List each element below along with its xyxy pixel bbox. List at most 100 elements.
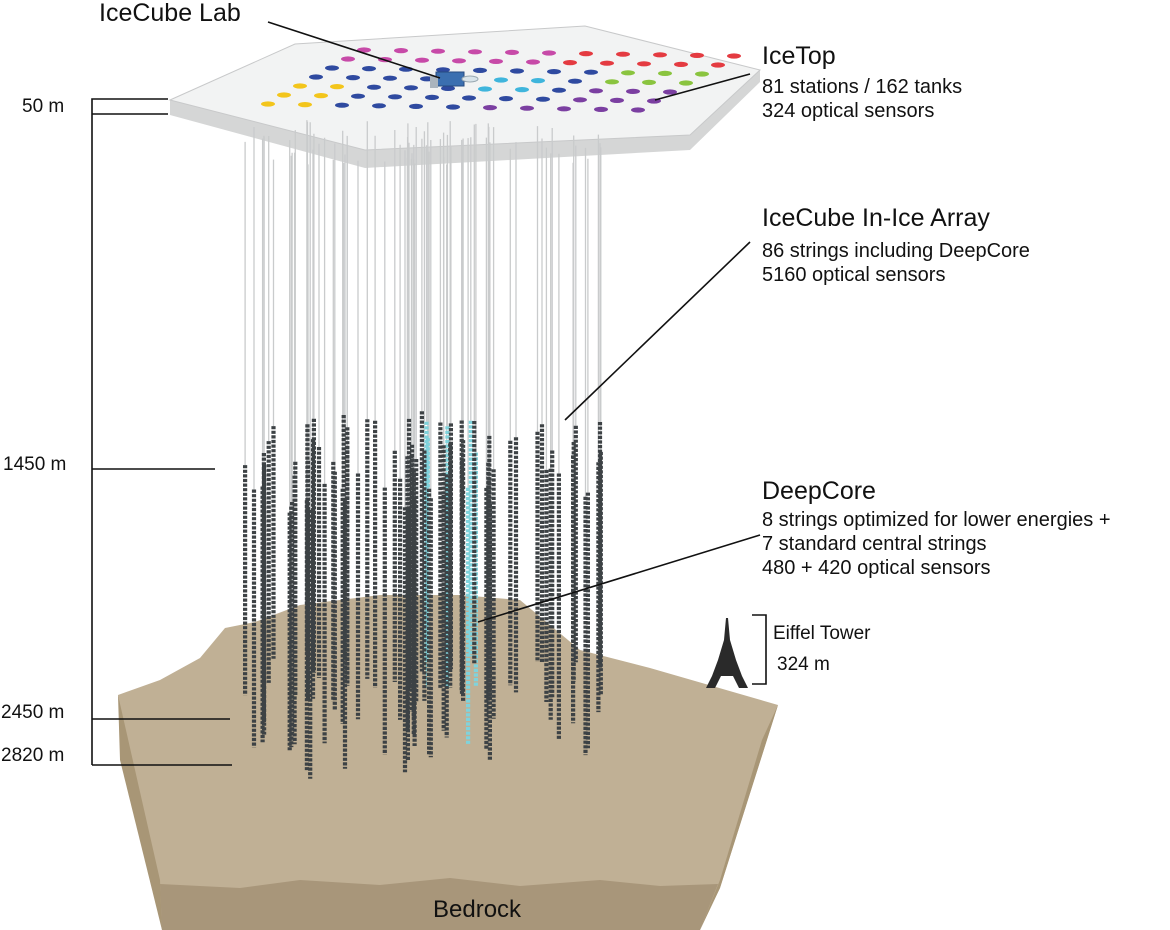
icetop-station [388,94,402,100]
icetop-station [462,95,476,101]
deepcore-line3: 480 + 420 optical sensors [762,557,991,579]
icetop-station [394,48,408,54]
icetop-station [330,84,344,90]
icetop-station [372,103,386,109]
bedrock-label: Bedrock [433,896,522,923]
optical-sensor-strings [243,411,603,779]
icetop-station [520,105,534,111]
icetop-station [351,93,365,99]
icetop-station [573,97,587,103]
icetop-station [547,69,561,75]
icetop-station [341,56,355,62]
icetop-station [637,61,651,67]
icetop-station [658,70,672,76]
icetop-station [431,48,445,54]
icetop-station [478,86,492,92]
icetop-station [552,87,566,93]
icetop-station [663,89,677,95]
icetop-station [727,53,741,59]
depth-scale [91,98,232,766]
icetop-station [489,58,503,64]
icetop-station [452,58,466,64]
surface-plate-side [170,70,760,168]
icetop-station [362,66,376,72]
eiffel-height: 324 m [777,654,830,675]
icetop-line1: 81 stations / 162 tanks [762,76,963,98]
icetop-station [436,67,450,73]
icetop-station [510,68,524,74]
bedrock-front-face [118,595,778,930]
icetop-station [568,78,582,84]
icetop-station [383,75,397,81]
icetop-station [425,94,439,100]
icetop-station [441,85,455,91]
icetop-station [557,106,571,112]
icetop-station [293,83,307,89]
icetop-station [346,75,360,81]
icetop-station [505,49,519,56]
deepcore-line1: 8 strings optimized for lower energies + [762,509,1111,531]
icetop-station [483,105,497,111]
icetop-station [531,78,545,84]
icecube-lab-building [430,71,479,88]
bedrock-bottom-band [160,878,718,930]
bedrock-right-face [700,705,778,930]
icetop-station [277,92,291,98]
icetop-station [473,67,487,73]
deepcore-title: DeepCore [762,477,876,505]
bedrock-block [118,595,778,930]
icetop-station [325,65,339,71]
string-cables [244,120,602,513]
leader-lines [267,21,767,685]
icetop-station [679,80,693,86]
icetop-station [499,96,513,102]
icetop-station [605,79,619,85]
eiffel-tower-icon [706,618,748,688]
bedrock-left-face [118,695,162,930]
icetop-station [309,74,323,80]
depth-label-50: 50 m [22,96,65,117]
icetop-station [298,102,312,108]
inice-title: IceCube In-Ice Array [762,204,990,232]
icetop-station [589,88,603,94]
deepcore-line2: 7 standard central strings [762,533,987,555]
icetop-station [579,51,593,57]
icetop-station [610,97,624,103]
eiffel-label: Eiffel Tower [773,623,871,644]
inice-line1: 86 strings including DeepCore [762,240,1030,262]
icetop-station [409,103,423,109]
icetop-station [415,57,429,63]
icetop-station [594,106,608,112]
icetop-station [404,85,418,91]
inice-line2: 5160 optical sensors [762,264,946,286]
depth-label-2820: 2820 m [1,745,65,766]
icetop-station [314,93,328,99]
icetop-title: IceTop [762,42,836,70]
icetop-station [690,52,704,59]
icetop-station [600,60,614,66]
icetop-station [446,104,460,110]
icetop-station [542,50,556,56]
icetop-station [515,87,529,93]
icecube-lab-label: IceCube Lab [99,0,241,27]
depth-label-1450: 1450 m [3,454,67,475]
icetop-station [695,71,709,77]
icetop-station [526,59,540,65]
icetop-station [616,51,630,57]
icetop-station [367,84,381,90]
icetop-station [674,61,688,67]
icetop-station [536,96,550,102]
icetop-station [653,52,667,58]
icetop-line2: 324 optical sensors [762,100,935,122]
icetop-station [563,60,577,66]
icetop-station [626,88,640,94]
icetop-station [468,49,482,55]
icetop-station [642,79,656,85]
icetop-station [631,107,645,113]
depth-label-2450: 2450 m [1,702,65,723]
icetop-station [584,69,598,75]
icetop-station [711,62,725,68]
ice-surface-plate [168,25,762,168]
